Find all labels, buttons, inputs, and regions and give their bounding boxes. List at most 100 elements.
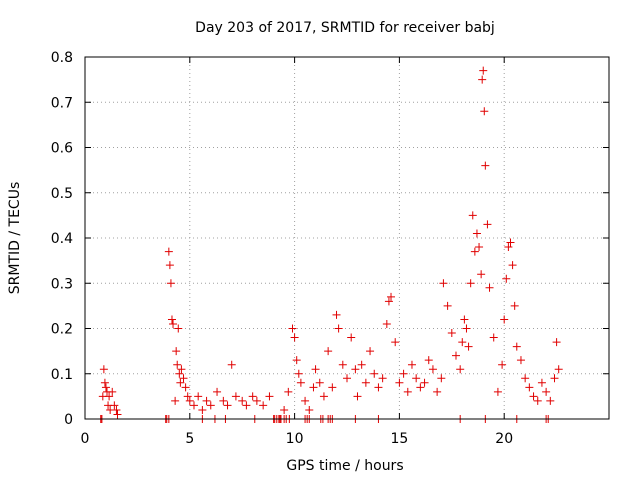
data-point: [475, 243, 484, 252]
data-point: [105, 392, 114, 401]
data-point: [292, 356, 301, 365]
data-point: [537, 378, 546, 387]
data-point: [227, 360, 236, 369]
data-point: [311, 365, 320, 374]
data-points: [96, 66, 563, 423]
data-point: [185, 396, 194, 405]
data-point: [248, 392, 257, 401]
data-point: [387, 292, 396, 301]
data-point: [456, 365, 465, 374]
data-point: [464, 342, 473, 351]
data-point: [238, 396, 247, 405]
data-point: [319, 392, 328, 401]
data-point: [468, 211, 477, 220]
x-tick-label: 15: [390, 431, 408, 447]
data-point: [407, 360, 416, 369]
data-point: [219, 396, 228, 405]
data-point: [294, 369, 303, 378]
y-tick-label: 0.7: [51, 95, 73, 111]
data-point: [395, 378, 404, 387]
data-point: [176, 378, 185, 387]
data-point: [478, 75, 487, 84]
data-point: [315, 378, 324, 387]
data-point: [166, 279, 175, 288]
data-point: [480, 107, 489, 116]
y-tick-label: 0.8: [51, 50, 73, 66]
data-point: [242, 401, 251, 410]
y-tick-label: 0.1: [51, 367, 73, 383]
data-point: [265, 392, 274, 401]
data-point: [485, 283, 494, 292]
data-point: [424, 356, 433, 365]
data-point: [550, 374, 559, 383]
data-point: [477, 270, 486, 279]
x-tick-label: 5: [185, 431, 194, 447]
data-point: [213, 387, 222, 396]
data-point: [351, 365, 360, 374]
data-point: [198, 405, 207, 414]
data-point: [437, 374, 446, 383]
data-point: [399, 369, 408, 378]
data-point: [472, 229, 481, 238]
data-point: [439, 279, 448, 288]
data-point: [259, 401, 268, 410]
data-point: [552, 338, 561, 347]
data-point: [366, 347, 375, 356]
data-point: [542, 387, 551, 396]
data-point: [179, 374, 188, 383]
data-point: [506, 238, 515, 247]
data-point: [169, 319, 178, 328]
y-tick-label: 0.3: [51, 276, 73, 292]
data-point: [324, 347, 333, 356]
data-point: [489, 333, 498, 342]
data-point: [284, 387, 293, 396]
data-point: [172, 347, 181, 356]
data-point: [378, 374, 387, 383]
data-point: [99, 365, 108, 374]
data-point: [165, 261, 174, 270]
data-point: [290, 333, 299, 342]
data-point: [361, 378, 370, 387]
data-point: [508, 261, 517, 270]
data-point: [470, 247, 479, 256]
grid-lines: [85, 57, 609, 419]
data-point: [533, 396, 542, 405]
data-point: [521, 374, 530, 383]
data-point: [110, 401, 119, 410]
data-point: [412, 374, 421, 383]
data-point: [343, 374, 351, 383]
x-tick-label: 10: [286, 431, 304, 447]
data-point: [479, 66, 488, 75]
data-point: [502, 274, 511, 283]
data-point: [101, 383, 110, 392]
x-tick-label: 20: [495, 431, 513, 447]
data-point: [481, 161, 490, 170]
data-point: [504, 243, 513, 252]
data-point: [546, 396, 555, 405]
data-point: [296, 378, 305, 387]
data-point: [500, 315, 509, 324]
y-axis-label: SRMTID / TECUs: [7, 182, 23, 295]
y-tick-label: 0.5: [51, 186, 73, 202]
data-point: [189, 401, 198, 410]
y-tick-label: 0.2: [51, 322, 73, 338]
data-point: [525, 383, 534, 392]
y-tick-label: 0: [64, 412, 73, 428]
data-point: [112, 405, 121, 414]
data-point: [252, 396, 261, 405]
data-point: [529, 392, 538, 401]
data-point: [374, 383, 383, 392]
data-point: [173, 360, 182, 369]
data-point: [175, 369, 184, 378]
data-point: [433, 387, 442, 396]
data-point: [493, 387, 502, 396]
data-point: [301, 396, 310, 405]
data-point: [512, 342, 521, 351]
data-point: [458, 338, 467, 347]
data-point: [288, 324, 297, 333]
data-point: [202, 396, 211, 405]
data-point: [460, 315, 469, 324]
data-point: [223, 401, 232, 410]
data-point: [483, 220, 492, 229]
data-point: [194, 392, 203, 401]
